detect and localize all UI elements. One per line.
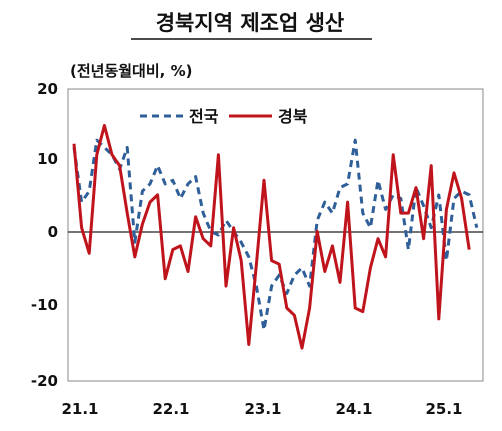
plot-frame: [67, 88, 484, 382]
series-line-national: [72, 138, 479, 332]
x-tick-label: 24.1: [335, 400, 372, 418]
x-tick-label: 21.1: [61, 400, 98, 418]
x-axis: 21.1 22.1 23.1 24.1 25.1: [61, 400, 462, 418]
y-tick-label: 0: [48, 223, 58, 241]
legend-label-national: 전국: [189, 107, 219, 126]
x-tick-label: 22.1: [152, 400, 189, 418]
y-axis: 20 10 0 -10 -20: [31, 80, 58, 390]
y-tick-label: 20: [37, 80, 58, 98]
legend-label-gyeongbuk: 경북: [278, 107, 308, 126]
unit-label: (전년동월대비, %): [70, 62, 192, 80]
chart-title: 경북지역 제조업 생산: [156, 10, 345, 35]
series-line-gyeongbuk: [72, 124, 471, 350]
y-tick-label: 10: [37, 150, 58, 168]
x-tick-label: 23.1: [244, 400, 281, 418]
y-tick-label: -20: [31, 372, 58, 390]
y-tick-label: -10: [31, 296, 58, 314]
x-tick-label: 25.1: [425, 400, 462, 418]
legend: 전국 경북: [140, 107, 308, 126]
